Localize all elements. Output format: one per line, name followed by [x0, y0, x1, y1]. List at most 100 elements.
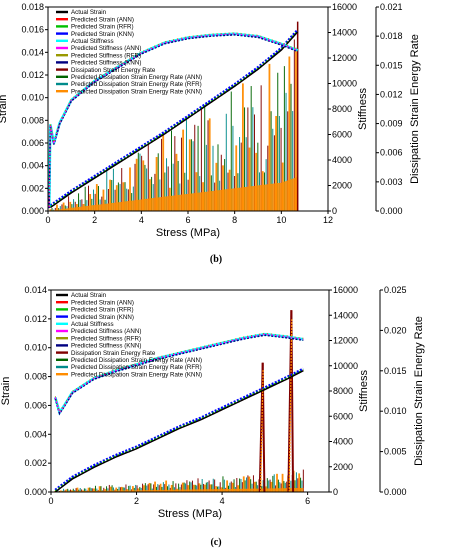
- y-tick-label: 0.000: [24, 487, 47, 497]
- legend-entry: Dissipation Strain Energy Rate: [71, 350, 156, 357]
- y-axis-dser: 0.000 0.005 0.010 0.015 0.020 0.025 Dissipatio…: [379, 285, 425, 497]
- legend-entry: Predicted Dissipation Strain Energy Rate…: [71, 364, 202, 371]
- y-tick-label: 0.002: [24, 458, 47, 468]
- stiffness-ann-line: [54, 333, 304, 414]
- y3-tick-label: 0.000: [384, 487, 407, 497]
- y2-tick-label: 12000: [332, 53, 357, 63]
- panel-label: (c): [210, 537, 221, 548]
- x-tick-label: 0: [48, 496, 53, 506]
- x-tick-label: 4: [220, 496, 225, 506]
- x-tick-label: 2: [92, 215, 97, 225]
- dser-major-spike: [261, 362, 266, 493]
- x-tick-label: 6: [185, 215, 190, 225]
- y-tick-label: 0.018: [21, 2, 44, 12]
- legend-entry: Predicted Dissipation Strain Energy Rate…: [71, 88, 202, 95]
- y2-tick-label: 4000: [333, 437, 353, 447]
- legend-entry: Actual Stiffness: [71, 321, 114, 328]
- y3-tick-label: 0.020: [384, 325, 407, 335]
- y-axis-stiffness: 0 2000 4000 6000 8000 10000 12000 14000 16000 Sti…: [329, 285, 370, 497]
- y3-tick-label: 0.018: [380, 31, 403, 41]
- legend-entry: Predicted Dissipation Strain Energy Rate…: [71, 74, 202, 81]
- strain-actual-line: [49, 31, 299, 209]
- y-tick-label: 0.010: [24, 343, 47, 353]
- stiffness-knn-line: [54, 334, 304, 416]
- legend-entry: Predicted Stiffness (KNN): [71, 60, 141, 67]
- legend-entry: Predicted Stiffness (ANN): [71, 45, 141, 52]
- y-tick-label: 0.012: [24, 314, 47, 324]
- strain-knn-line: [54, 367, 304, 492]
- y3-tick-label: 0.010: [384, 406, 407, 416]
- y-tick-label: 0.006: [24, 400, 47, 410]
- y2-tick-label: 2000: [333, 462, 353, 472]
- legend-entry: Predicted Strain (ANN): [71, 16, 134, 23]
- dser-major-spike: [259, 369, 264, 493]
- y2-tick-label: 12000: [333, 336, 358, 346]
- legend-entry: Predicted Strain (RFR): [71, 24, 134, 31]
- legend-entry: Dissipation Strain Energy Rate: [71, 67, 156, 74]
- legend-entry: Predicted Stiffness (RFR): [71, 52, 141, 59]
- x-axis: 0 2 4 6 8 10 12 Stress (MPa): [45, 211, 333, 239]
- y2-tick-label: 10000: [332, 79, 357, 89]
- y3-axis-label: Dissipation Strain Energy Rate: [409, 34, 421, 184]
- stiffness-rfr-line: [54, 332, 304, 413]
- y-axis-strain: 0.000 0.002 0.004 0.006 0.008 0.010 0.012 0.014…: [0, 285, 51, 497]
- y3-tick-label: 0.015: [380, 60, 403, 70]
- strain-rfr-line: [49, 30, 299, 208]
- y2-tick-label: 0: [333, 487, 338, 497]
- strain-actual-line: [54, 370, 304, 493]
- x-tick-label: 0: [45, 215, 50, 225]
- y2-tick-label: 4000: [332, 155, 352, 165]
- y2-tick-label: 16000: [333, 285, 358, 295]
- y-axis-label: Strain: [0, 377, 12, 406]
- x-axis-label: Stress (MPa): [156, 227, 220, 239]
- y-axis-stiffness: 0 2000 4000 6000 8000 10000 12000 14000 16000 Sti…: [328, 2, 369, 216]
- dser-base-fill: [50, 176, 298, 211]
- y3-tick-label: 0.006: [380, 148, 403, 158]
- legend-entry: Predicted Stiffness (ANN): [71, 328, 141, 335]
- y3-tick-label: 0.000: [380, 206, 403, 216]
- x-tick-label: 6: [305, 496, 310, 506]
- legend-entry: Predicted Strain (ANN): [71, 299, 134, 306]
- legend-entry: Predicted Dissipation Strain Energy Rate…: [71, 357, 202, 364]
- y2-tick-label: 14000: [332, 28, 357, 38]
- legend-entry: Predicted Dissipation Strain Energy Rate…: [71, 81, 202, 88]
- y2-tick-label: 14000: [333, 310, 358, 320]
- legend-entry: Predicted Dissipation Strain Energy Rate…: [71, 371, 202, 378]
- legend-entry: Actual Strain: [71, 292, 107, 299]
- y2-tick-label: 16000: [332, 2, 357, 12]
- y-tick-label: 0.000: [21, 206, 44, 216]
- y-tick-label: 0.008: [21, 115, 44, 125]
- x-tick-label: 12: [323, 215, 333, 225]
- y-axis-dser: 0.000 0.003 0.006 0.009 0.012 0.015 0.018 0.021…: [375, 2, 421, 216]
- dser-spikes: [49, 21, 299, 211]
- y2-tick-label: 8000: [333, 386, 353, 396]
- y3-tick-label: 0.012: [380, 89, 403, 99]
- y2-tick-label: 2000: [332, 181, 352, 191]
- y3-tick-label: 0.005: [384, 447, 407, 457]
- y-tick-label: 0.004: [24, 429, 47, 439]
- y2-axis-label: Stiffness: [357, 88, 369, 130]
- y-tick-label: 0.012: [21, 70, 44, 80]
- y-axis-label: Strain: [0, 95, 9, 124]
- legend-entry: Predicted Strain (RFR): [71, 307, 134, 314]
- y-axis-strain: 0.000 0.002 0.004 0.006 0.008 0.010 0.012 0.014…: [0, 2, 48, 216]
- dser-spikes: [54, 310, 304, 493]
- y2-tick-label: 6000: [332, 130, 352, 140]
- y2-axis-label: Stiffness: [358, 370, 370, 412]
- y-tick-label: 0.014: [24, 285, 47, 295]
- y3-tick-label: 0.025: [384, 285, 407, 295]
- y3-tick-label: 0.009: [380, 119, 403, 129]
- legend-entry: Predicted Stiffness (KNN): [71, 343, 141, 350]
- y-tick-label: 0.006: [21, 138, 44, 148]
- y2-tick-label: 0: [332, 206, 337, 216]
- y3-tick-label: 0.003: [380, 177, 403, 187]
- y-tick-label: 0.004: [21, 161, 44, 171]
- y-tick-label: 0.016: [21, 25, 44, 35]
- x-tick-label: 4: [139, 215, 144, 225]
- legend-entry: Actual Strain: [71, 9, 107, 16]
- y2-tick-label: 6000: [333, 411, 353, 421]
